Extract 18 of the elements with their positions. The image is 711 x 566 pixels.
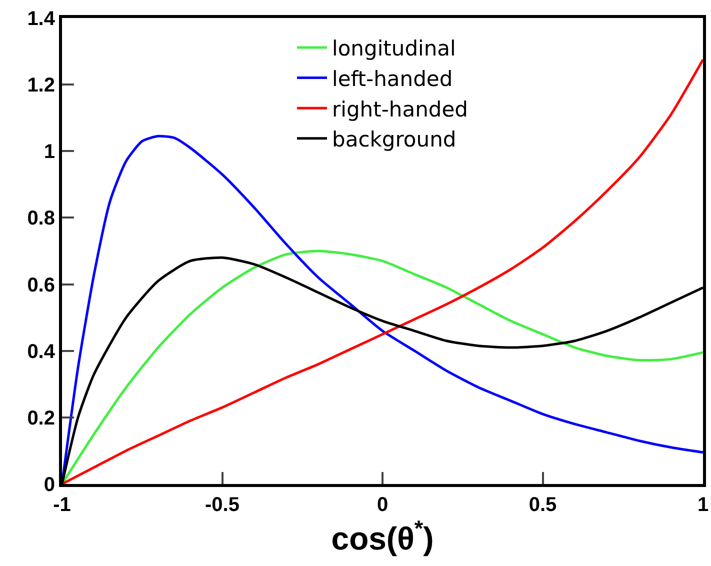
y-tick-label: 0	[44, 474, 55, 496]
y-tick-label: 0.4	[27, 340, 56, 363]
x-tick-label: -1	[53, 494, 71, 516]
x-tick-label: 0.5	[528, 494, 557, 516]
legend-label: right-handed	[332, 97, 468, 122]
legend-label: longitudinal	[332, 36, 456, 61]
legend-label: left-handed	[332, 66, 453, 91]
y-tick-label: 0.2	[27, 407, 55, 430]
x-tick-label: 1	[697, 494, 709, 516]
y-tick-label: 1	[44, 141, 55, 164]
y-tick-label: 1.2	[27, 74, 55, 97]
y-tick-label: 0.6	[27, 274, 55, 296]
y-tick-label: 1.4	[27, 8, 56, 30]
legend-label: background	[332, 128, 456, 152]
y-tick-label: 0.8	[27, 208, 55, 230]
x-tick-label: 0	[376, 494, 388, 516]
x-axis-title: cos(θ$^{*}$)	[331, 516, 434, 556]
x-tick-label: -0.5	[205, 494, 240, 516]
